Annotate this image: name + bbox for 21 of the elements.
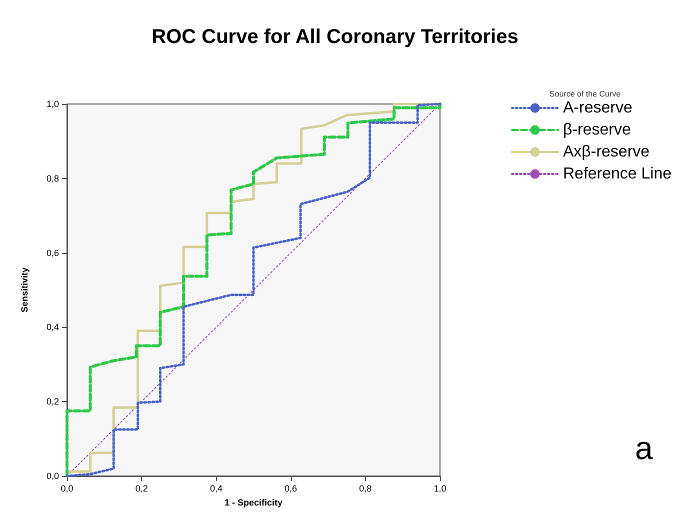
x-tick-label: 0,8 xyxy=(359,484,372,494)
y-tick-label: 1,0 xyxy=(46,99,59,109)
chart-title: ROC Curve for All Coronary Territories xyxy=(152,26,518,48)
y-tick-label: 0,8 xyxy=(46,173,59,184)
x-tick-label: 0,6 xyxy=(284,484,298,494)
legend-label: A-reserve xyxy=(563,100,632,116)
x-tick-label: 0,2 xyxy=(135,484,148,494)
x-tick-label: 0,4 xyxy=(210,484,222,494)
legend-title: Source of the Curve xyxy=(549,90,622,98)
x-tick-label: 1,0 xyxy=(434,484,446,494)
y-tick-label: 0,6 xyxy=(46,248,59,258)
text: a xyxy=(635,430,653,466)
y-tick-label: 0,2 xyxy=(46,396,59,407)
legend-label: Axβ-reserve xyxy=(563,144,650,160)
y-tick-label: 0,4 xyxy=(46,322,59,332)
legend-label: β-reserve xyxy=(563,122,631,138)
legend-label: Reference Line xyxy=(563,166,672,182)
x-tick-label: 0,0 xyxy=(60,484,74,494)
y-tick-label: 0,0 xyxy=(46,471,59,481)
y-axis-title: Sensitivity xyxy=(20,267,30,313)
x-axis-title: 1 - Specificity xyxy=(224,497,283,508)
